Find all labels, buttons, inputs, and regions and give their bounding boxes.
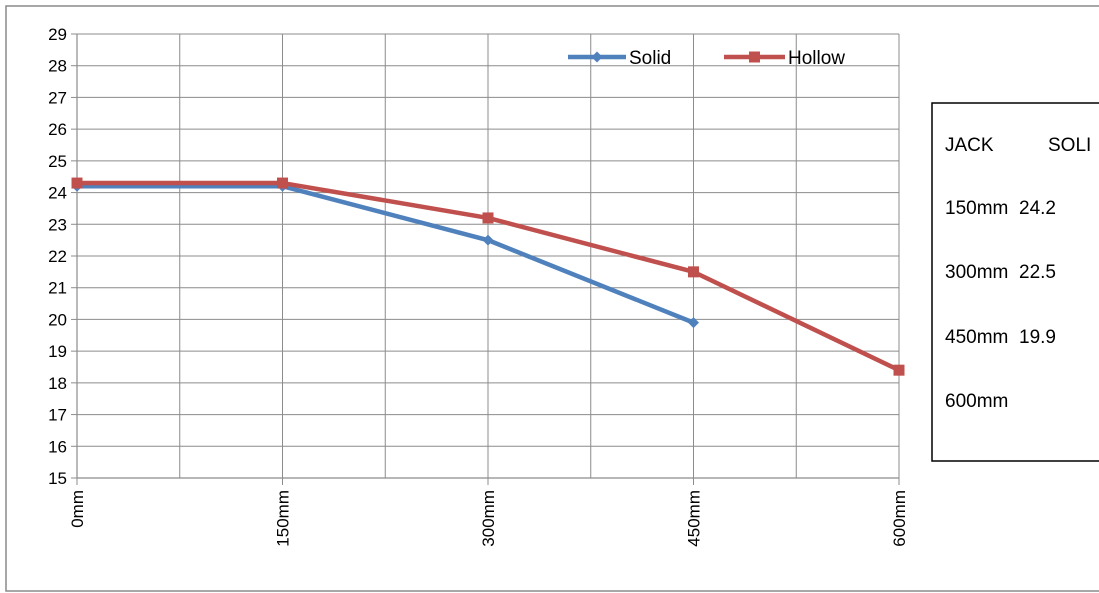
data-point-hollow	[72, 178, 83, 189]
y-tick-label: 27	[48, 88, 67, 107]
y-tick-label: 24	[48, 184, 67, 203]
data-point-hollow	[483, 212, 494, 223]
y-tick-label: 28	[48, 57, 67, 76]
data-table-cell: 450mm	[945, 327, 1008, 348]
data-table-header-cell: SOLI	[1048, 135, 1091, 156]
data-table-row: 600mm	[945, 391, 1008, 412]
data-table-row: 450mm 19.9	[945, 327, 1056, 348]
data-point-hollow	[894, 365, 905, 376]
data-point-hollow	[688, 266, 699, 277]
y-tick-label: 22	[48, 247, 67, 266]
data-table-cell: 19.9	[1019, 327, 1056, 348]
y-tick-label: 19	[48, 342, 67, 361]
y-tick-label: 21	[48, 279, 67, 298]
data-table-cell: 22.5	[1019, 262, 1056, 283]
legend-swatch-marker	[749, 52, 760, 63]
data-table-cell: 300mm	[945, 262, 1008, 283]
x-tick-label: 600mm	[890, 490, 909, 547]
y-tick-label: 25	[48, 152, 67, 171]
data-table-row: 300mm 22.5	[945, 262, 1056, 283]
y-tick-label: 26	[48, 120, 67, 139]
data-table-cell: 24.2	[1019, 198, 1056, 219]
y-tick-label: 18	[48, 374, 67, 393]
x-tick-label: 300mm	[479, 490, 498, 547]
data-table-cell: 600mm	[945, 391, 1008, 412]
x-tick-label: 450mm	[685, 490, 704, 547]
data-table-header-cell: JACK	[945, 135, 994, 156]
y-tick-label: 15	[48, 469, 67, 488]
data-table: JACK SOLI 150mm 24.2 300mm 22.5 450mm 19.9 600mm	[932, 103, 1099, 461]
x-tick-label: 150mm	[274, 490, 293, 547]
legend-label: Solid	[629, 48, 671, 69]
legend-label: Hollow	[788, 48, 845, 69]
data-table-row: 150mm 24.2	[945, 198, 1056, 219]
x-tick-label: 0mm	[68, 490, 87, 528]
data-table-cell: 150mm	[945, 198, 1008, 219]
y-tick-label: 16	[48, 437, 67, 456]
data-point-hollow	[277, 178, 288, 189]
y-tick-label: 29	[48, 25, 67, 44]
y-tick-label: 20	[48, 310, 67, 329]
y-tick-label: 17	[48, 406, 67, 425]
y-tick-label: 23	[48, 215, 67, 234]
